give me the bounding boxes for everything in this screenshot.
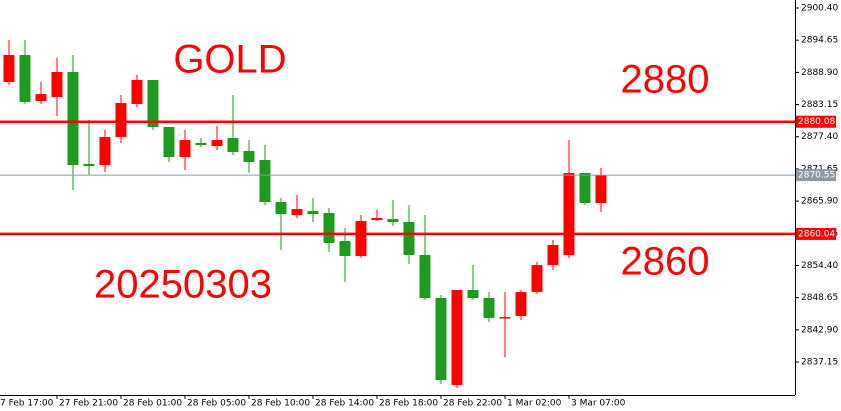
candle-body [179, 139, 191, 158]
y-tick-label: 2883.15 [801, 100, 838, 110]
x-tick-label: 7 Feb 17:00 [0, 399, 54, 409]
candle-body [499, 317, 511, 319]
y-tick-label: 2854.40 [801, 261, 838, 271]
candle-body [291, 209, 303, 215]
candle-body [371, 218, 383, 221]
candle-body [467, 289, 479, 298]
candle-body [515, 292, 527, 317]
candle-body [355, 221, 367, 257]
candle-body [99, 137, 111, 166]
candle-body [387, 219, 399, 222]
level-box [796, 227, 836, 240]
annotation: 20250303 [94, 263, 272, 307]
annotation: 2880 [621, 58, 710, 102]
x-tick-label: 1 Mar 02:00 [507, 399, 562, 409]
candle-body [323, 213, 335, 244]
candle-body [339, 241, 351, 257]
candle-body [3, 55, 15, 83]
candle-body [563, 173, 575, 256]
candle-body [307, 211, 319, 215]
candle-body [243, 151, 255, 162]
y-tick-label: 2842.90 [801, 325, 838, 335]
y-tick-label: 2837.15 [801, 358, 838, 368]
y-tick-label: 2865.90 [801, 197, 838, 207]
x-tick-label: 28 Feb 14:00 [315, 399, 374, 409]
candle-body [595, 175, 607, 204]
x-tick-label: 28 Feb 22:00 [443, 399, 502, 409]
x-tick-label: 28 Feb 01:00 [123, 399, 182, 409]
candle-body [19, 55, 31, 102]
candle-body [115, 102, 127, 138]
candle-body [83, 164, 95, 167]
annotation: GOLD [173, 38, 286, 82]
y-tick-label: 2877.40 [801, 132, 838, 142]
candle-body [227, 138, 239, 153]
candle-body [147, 79, 159, 128]
y-tick-label: 2888.90 [801, 68, 838, 78]
level-label: 2860.04 [798, 229, 835, 239]
candle-body [163, 127, 175, 158]
candle-body [35, 94, 47, 102]
level-box [796, 169, 836, 182]
y-tick-label: 2894.65 [801, 36, 838, 46]
x-tick-label: 27 Feb 21:00 [59, 399, 118, 409]
x-tick-label: 3 Mar 07:00 [571, 399, 626, 409]
candle-body [67, 71, 79, 166]
level-label: 2880.08 [798, 117, 835, 127]
candle-body [195, 143, 207, 146]
x-tick-label: 28 Feb 05:00 [187, 399, 246, 409]
level-label: 2870.55 [798, 171, 835, 181]
candle-body [403, 221, 415, 256]
candle-body [211, 139, 223, 147]
y-tick-label: 2900.40 [801, 4, 838, 14]
candle-body [259, 160, 271, 203]
candle-body [419, 255, 431, 298]
y-tick-label: 2848.65 [801, 293, 838, 303]
candle-body [51, 71, 63, 98]
candle-body [531, 265, 543, 293]
candle-body [451, 289, 463, 386]
x-tick-label: 28 Feb 18:00 [379, 399, 438, 409]
annotation: 2860 [621, 240, 710, 284]
candle-body [579, 173, 591, 204]
candle-body [131, 79, 143, 104]
candle-body [435, 297, 447, 380]
candle-body [483, 297, 495, 319]
x-tick-label: 28 Feb 10:00 [251, 399, 310, 409]
candle-body [275, 202, 287, 215]
candle-body [547, 244, 559, 266]
level-box [796, 115, 836, 128]
